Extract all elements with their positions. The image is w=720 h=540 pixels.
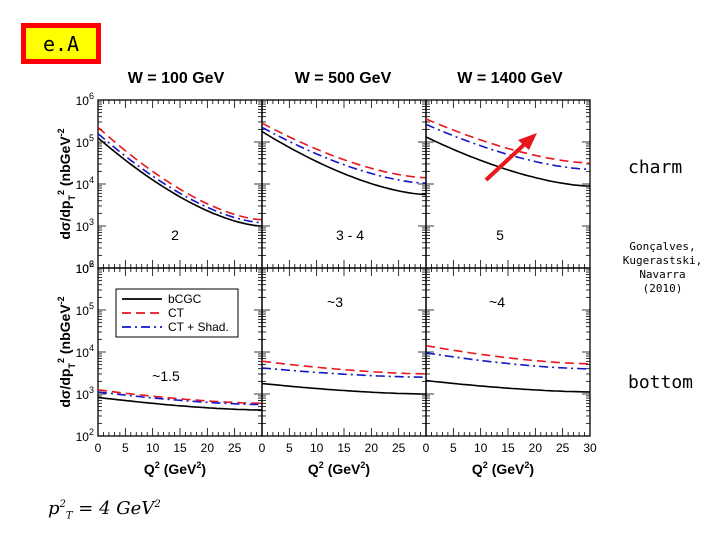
y-axis-label: dσ/dpT2 (nbGeV-2 xyxy=(56,128,77,239)
panel-title: W = 1400 GeV xyxy=(457,70,563,87)
panel-title: W = 500 GeV xyxy=(295,70,392,87)
citation-line: Kugerastski, xyxy=(622,254,703,267)
x-tick-label: 10 xyxy=(474,441,488,455)
x-tick-label: 25 xyxy=(556,441,570,455)
x-axis-label: Q2 (GeV2) xyxy=(144,460,206,477)
x-tick-label: 15 xyxy=(337,441,351,455)
x-tick-label: 10 xyxy=(146,441,160,455)
series-line-ct xyxy=(261,360,426,375)
y-axis-label: dσ/dpT2 (nbGeV-2 xyxy=(56,296,77,407)
x-tick-label: 25 xyxy=(392,441,406,455)
series-line-ct xyxy=(425,118,591,164)
citation-line: Gonçalves, xyxy=(629,240,696,253)
y-tick-label: 106 xyxy=(76,91,94,108)
series-line-ct xyxy=(97,389,262,404)
series-line-ct xyxy=(97,126,263,221)
x-tick-label: 5 xyxy=(286,441,293,455)
y-tick-label: 103 xyxy=(76,385,94,402)
series-line-ct xyxy=(261,122,427,179)
x-tick-label: 5 xyxy=(122,441,129,455)
legend-entry: CT xyxy=(168,306,185,320)
series-line-bcgc xyxy=(425,379,590,393)
panel-annotation: ~1.5 xyxy=(152,368,180,384)
panel-title: W = 100 GeV xyxy=(128,70,225,87)
legend-entry: CT + Shad. xyxy=(168,320,229,334)
y-tick-label: 105 xyxy=(76,301,94,318)
y-tick-label: 104 xyxy=(76,343,94,360)
panel-annotation: ~4 xyxy=(489,294,505,310)
series-line-ct-shad- xyxy=(261,126,427,184)
pt-sup: 2 xyxy=(59,499,66,510)
y-tick-label: 102 xyxy=(76,427,94,444)
bottom-label: bottom xyxy=(628,372,694,393)
panel-annotation: 3 - 4 xyxy=(336,227,364,243)
panel-frame xyxy=(261,267,427,437)
series-line-bcgc xyxy=(97,137,263,227)
panel-annotation: 5 xyxy=(496,227,504,243)
arrow-shaft xyxy=(484,139,530,182)
citation-line: (2010) xyxy=(642,282,683,295)
arrow-head xyxy=(518,133,537,150)
panel-frame xyxy=(97,99,263,269)
y-tick-label: 102 xyxy=(76,259,94,276)
pt-formula: p2T = 4 GeV2 xyxy=(48,498,161,522)
pt-sub: T xyxy=(65,510,73,522)
x-tick-label: 20 xyxy=(365,441,379,455)
x-tick-label: 15 xyxy=(173,441,187,455)
pt-equation: = 4 GeV xyxy=(72,498,155,519)
ea-label: e.A xyxy=(26,28,96,59)
x-tick-label: 5 xyxy=(450,441,457,455)
x-tick-label: 25 xyxy=(228,441,242,455)
y-tick-label: 103 xyxy=(76,217,94,234)
x-axis-label: Q2 (GeV2) xyxy=(472,460,534,477)
panel-bottom-2 xyxy=(425,267,591,437)
series-line-bcgc xyxy=(97,396,263,411)
panel-charm-2 xyxy=(425,99,591,269)
x-axis-label: Q2 (GeV2) xyxy=(308,460,370,477)
series-line-bcgc xyxy=(261,382,426,395)
x-tick-label: 30 xyxy=(583,441,597,455)
series-line-ct-shad- xyxy=(97,391,262,406)
panel-frame xyxy=(425,267,591,437)
citation: Gonçalves, Kugerastski, Navarra (2010) xyxy=(615,240,710,296)
charm-label: charm xyxy=(628,157,683,178)
legend-entry: bCGC xyxy=(168,292,202,306)
x-tick-label: 10 xyxy=(310,441,324,455)
x-tick-label: 0 xyxy=(95,441,102,455)
panel-charm-0 xyxy=(97,99,263,269)
panel-bottom-1 xyxy=(261,267,427,437)
pt-symbol: p xyxy=(48,498,60,519)
pt-unit-sup: 2 xyxy=(154,499,161,510)
y-tick-label: 104 xyxy=(76,175,94,192)
citation-line: Navarra xyxy=(639,268,686,281)
series-line-ct-shad- xyxy=(425,123,591,171)
y-tick-label: 105 xyxy=(76,133,94,150)
ea-label-box: e.A xyxy=(21,23,101,64)
x-tick-label: 0 xyxy=(259,441,266,455)
series-line-bcgc xyxy=(425,136,591,187)
series-line-ct-shad- xyxy=(425,352,590,370)
series-line-ct xyxy=(425,344,591,365)
panel-annotation: ~3 xyxy=(327,294,343,310)
series-line-ct-shad- xyxy=(261,367,426,378)
x-tick-label: 15 xyxy=(501,441,515,455)
x-tick-label: 20 xyxy=(201,441,215,455)
series-line-ct-shad- xyxy=(97,132,263,224)
series-line-bcgc xyxy=(261,130,427,196)
x-tick-label: 20 xyxy=(529,441,543,455)
y-tick-label: 106 xyxy=(76,259,94,276)
x-tick-label: 0 xyxy=(423,441,430,455)
panel-annotation: 2 xyxy=(171,227,179,243)
